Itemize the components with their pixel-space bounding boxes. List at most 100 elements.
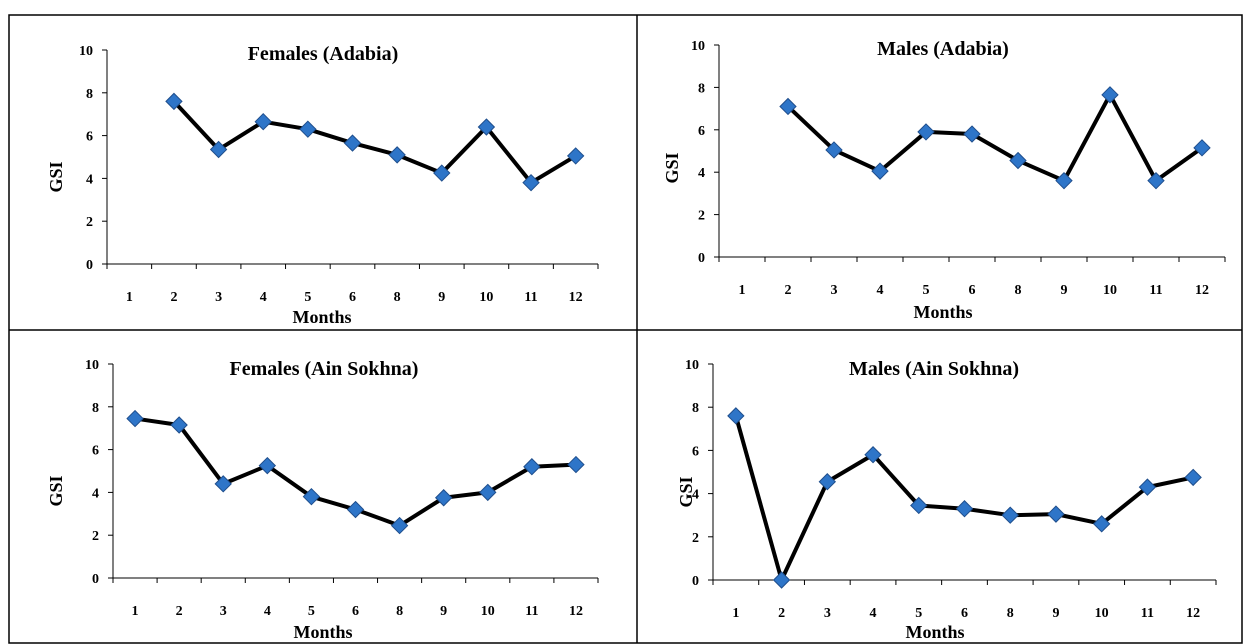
data-point-marker [779,97,797,116]
chart-title: Males (Ain Sokhna) [849,358,1019,380]
x-axis-title: Months [905,622,964,642]
y-tick-label: 4 [86,172,93,187]
data-point-marker [479,483,497,502]
data-point-marker [864,446,882,464]
x-tick-label: 6 [969,283,976,298]
x-tick-label: 1 [132,604,139,619]
x-tick-label: 4 [870,606,877,621]
x-tick-label: 3 [215,290,222,305]
y-tick-label: 0 [692,574,699,589]
data-point-marker [343,134,362,152]
y-tick-label: 0 [92,572,99,587]
data-point-marker [126,409,144,428]
y-axis-title: GSI [676,476,696,507]
data-point-marker [1092,515,1111,533]
data-point-marker [917,123,935,141]
x-axis-title: Months [293,622,352,642]
y-tick-label: 10 [691,39,705,54]
data-point-marker [910,496,928,515]
data-point-marker [818,473,837,491]
y-tick-label: 8 [86,87,93,102]
x-tick-label: 3 [824,606,831,621]
data-point-marker [209,140,228,159]
y-tick-label: 6 [86,130,93,145]
x-tick-label: 3 [220,604,227,619]
y-tick-label: 8 [698,81,705,96]
data-point-marker [963,125,981,143]
x-tick-label: 8 [1015,283,1022,298]
y-tick-label: 8 [692,401,699,416]
x-tick-label: 12 [1195,283,1209,298]
data-point-marker [1101,86,1119,104]
data-point-marker [388,146,406,164]
chart-title: Males (Adabia) [877,38,1009,60]
data-point-marker [727,407,745,425]
data-point-marker [1047,505,1065,523]
data-point-marker [1001,506,1019,524]
x-tick-label: 4 [877,283,884,298]
data-point-marker [522,173,540,192]
x-tick-label: 6 [961,606,968,621]
data-point-marker [477,118,496,136]
x-tick-label: 11 [524,290,537,305]
y-tick-label: 0 [698,251,705,266]
chart-title: Females (Adabia) [248,43,399,65]
chart-title: Females (Ain Sokhna) [230,358,419,380]
y-axis-title: GSI [662,152,682,183]
outer-border [8,14,1243,644]
data-point-marker [566,147,585,165]
x-tick-label: 2 [170,290,177,305]
data-point-marker [1193,139,1211,157]
x-tick-label: 9 [1061,283,1068,298]
x-tick-label: 5 [923,283,930,298]
y-tick-label: 0 [86,258,93,273]
x-tick-label: 10 [1103,283,1117,298]
x-tick-label: 5 [308,604,315,619]
y-tick-label: 6 [92,444,99,459]
data-point-marker [523,458,541,476]
y-tick-label: 2 [692,531,699,546]
data-point-marker [1147,171,1165,190]
data-point-marker [390,516,409,535]
x-tick-label: 5 [304,290,311,305]
x-tick-label: 3 [831,283,838,298]
x-tick-label: 2 [778,606,785,621]
data-point-marker [434,489,453,507]
data-point-marker [567,455,585,474]
series-line [786,92,1204,183]
data-point-marker [254,112,272,131]
data-point-marker [170,416,188,434]
x-tick-label: 8 [1007,606,1014,621]
data-point-marker [165,92,183,111]
data-point-marker [772,571,791,589]
x-tick-label: 1 [739,283,746,298]
y-tick-label: 2 [86,215,93,230]
y-tick-label: 10 [85,358,99,373]
x-tick-label: 6 [349,290,356,305]
x-tick-label: 11 [1149,283,1162,298]
data-point-marker [955,500,974,518]
y-tick-label: 4 [92,486,99,501]
x-tick-label: 2 [176,604,183,619]
x-tick-label: 12 [1186,606,1200,621]
x-tick-label: 9 [440,604,447,619]
x-tick-label: 10 [481,604,495,619]
table-borders [8,14,1243,644]
data-point-marker [1138,478,1157,496]
data-point-marker [214,475,232,493]
x-tick-label: 4 [260,290,267,305]
x-tick-label: 5 [915,606,922,621]
data-point-marker [1009,151,1027,170]
x-tick-label: 11 [525,604,538,619]
x-tick-label: 12 [569,604,583,619]
x-tick-label: 10 [479,290,493,305]
data-point-marker [299,120,317,138]
y-tick-label: 2 [698,209,705,224]
y-tick-label: 2 [92,529,99,544]
